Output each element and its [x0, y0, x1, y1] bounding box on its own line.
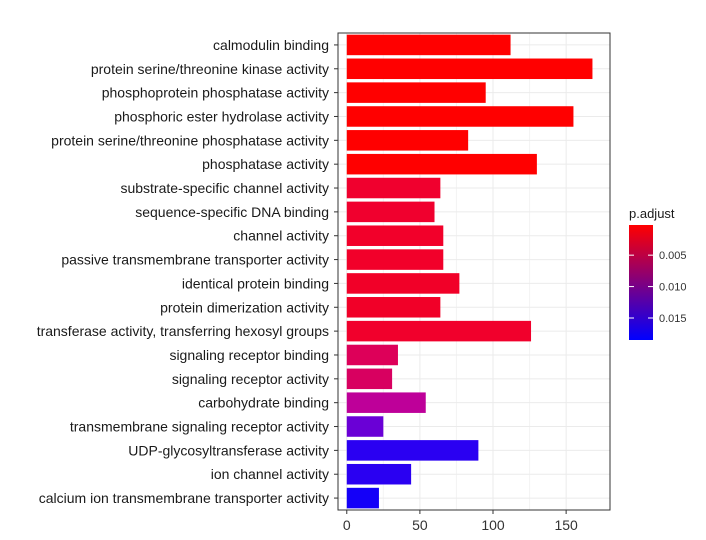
category-labels: calmodulin binding protein serine/threoni…: [37, 37, 338, 506]
category-label: signaling receptor activity: [172, 371, 329, 387]
legend-ticks: 0.005 0.010 0.015: [629, 250, 687, 325]
bar: [346, 130, 469, 151]
category-label: carbohydrate binding: [198, 395, 329, 411]
legend-tick-label: 0.010: [659, 282, 687, 294]
legend-tick-label: 0.015: [659, 313, 687, 325]
bar: [346, 82, 486, 103]
plot-border: [337, 32, 611, 511]
bar: [346, 463, 412, 485]
category-label: sequence-specific DNA binding: [135, 204, 329, 220]
category-label: calcium ion transmembrane transporter ac…: [39, 490, 329, 506]
bar: [346, 297, 441, 318]
bars: [346, 34, 593, 509]
bar: [346, 392, 426, 413]
category-label: phosphatase activity: [202, 156, 329, 172]
category-label: substrate-specific channel activity: [120, 180, 329, 196]
plot-panel: [338, 33, 610, 510]
bar: [346, 273, 460, 294]
bar: [346, 225, 444, 246]
bar: [346, 34, 511, 56]
bar: [346, 344, 398, 366]
category-label: protein dimerization activity: [160, 299, 329, 315]
bar: [346, 153, 537, 175]
category-label: protein serine/threonine phosphatase act…: [51, 132, 329, 148]
bar: [346, 368, 393, 390]
legend-title: p.adjust: [629, 206, 675, 221]
category-label: protein serine/threonine kinase activity: [91, 61, 329, 77]
x-tick-label: 50: [412, 517, 428, 533]
category-label: phosphoric ester hydrolase activity: [114, 108, 329, 124]
legend-colorbar: [629, 225, 653, 340]
category-label: channel activity: [233, 228, 329, 244]
bar: [346, 416, 384, 437]
category-label: identical protein binding: [182, 275, 329, 291]
category-label: UDP-glycosyltransferase activity: [128, 442, 329, 458]
bar: [346, 487, 379, 509]
legend: p.adjust 0.005 0.010 0.015: [629, 206, 687, 340]
category-label: signaling receptor binding: [169, 347, 329, 363]
bar: [346, 177, 441, 199]
bar: [346, 320, 532, 342]
bar: [346, 58, 593, 80]
bar: [346, 201, 435, 223]
x-tick-label: 150: [554, 517, 578, 533]
category-label: calmodulin binding: [213, 37, 329, 53]
x-axis: 0 50 100 150: [343, 510, 578, 533]
category-label: transmembrane signaling receptor activit…: [70, 419, 329, 435]
bar: [346, 440, 479, 461]
category-label: transferase activity, transferring hexos…: [37, 323, 329, 339]
x-tick-label: 100: [481, 517, 505, 533]
category-label: passive transmembrane transporter activi…: [61, 252, 329, 268]
category-label: phosphoprotein phosphatase activity: [102, 85, 329, 101]
bar: [346, 249, 444, 270]
category-label: ion channel activity: [211, 466, 329, 482]
bar: [346, 106, 574, 127]
x-tick-label: 0: [343, 517, 351, 533]
legend-tick-label: 0.005: [659, 250, 687, 262]
